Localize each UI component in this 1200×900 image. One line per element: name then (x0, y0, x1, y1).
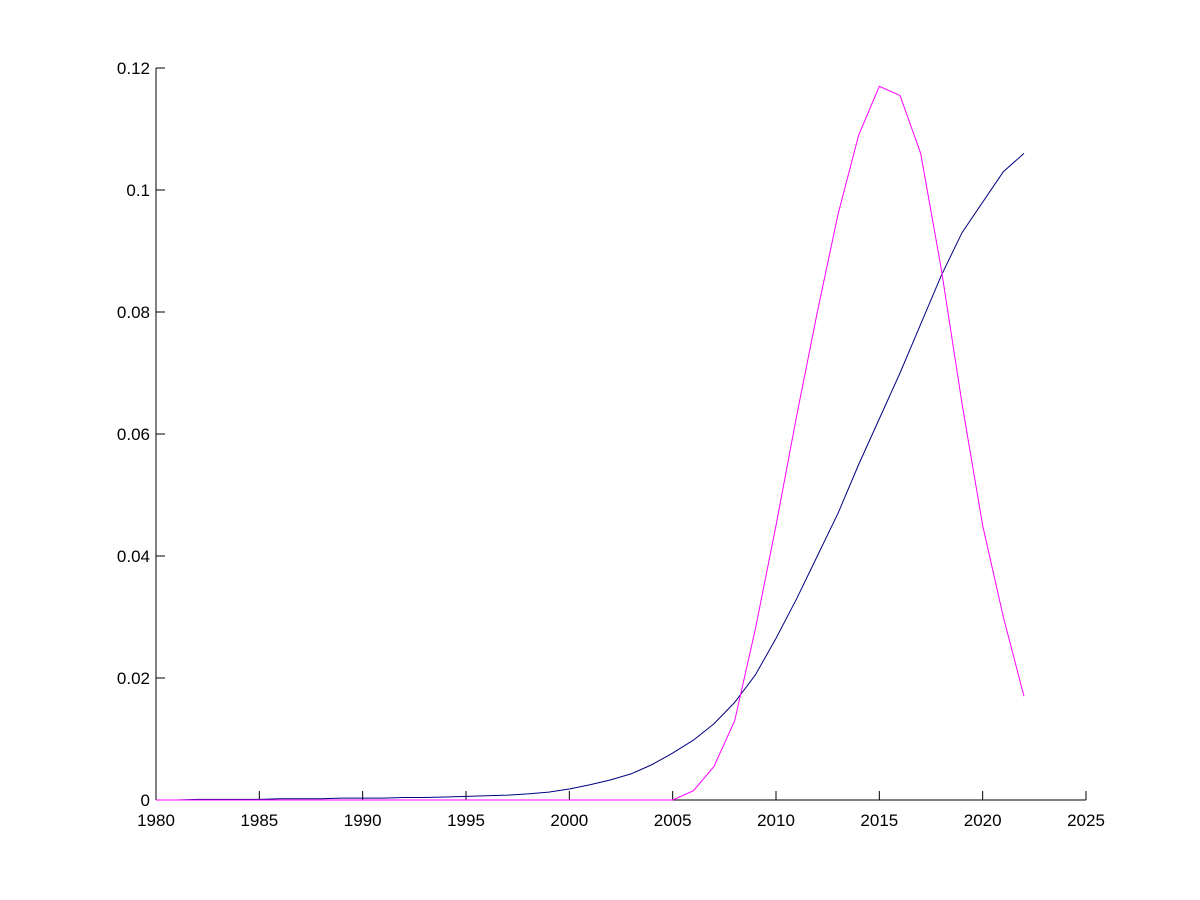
series-line (156, 85, 1025, 801)
x-tick-label: 1985 (240, 811, 278, 830)
y-tick-label: 0.12 (117, 59, 150, 78)
series-line (156, 153, 1025, 801)
y-tick-label: 0.06 (117, 425, 150, 444)
x-tick-label: 1980 (137, 811, 175, 830)
x-tick-label: 2020 (964, 811, 1002, 830)
y-tick-label: 0 (141, 791, 150, 810)
y-tick-label: 0.1 (126, 181, 150, 200)
x-tick-label: 2005 (654, 811, 692, 830)
x-tick-label: 2015 (860, 811, 898, 830)
x-tick-label: 2010 (757, 811, 795, 830)
x-tick-label: 2025 (1067, 811, 1105, 830)
y-tick-label: 0.08 (117, 303, 150, 322)
x-tick-label: 1995 (447, 811, 485, 830)
x-tick-label: 1990 (344, 811, 382, 830)
y-tick-label: 0.04 (117, 547, 150, 566)
y-tick-label: 0.02 (117, 669, 150, 688)
x-tick-label: 2000 (550, 811, 588, 830)
